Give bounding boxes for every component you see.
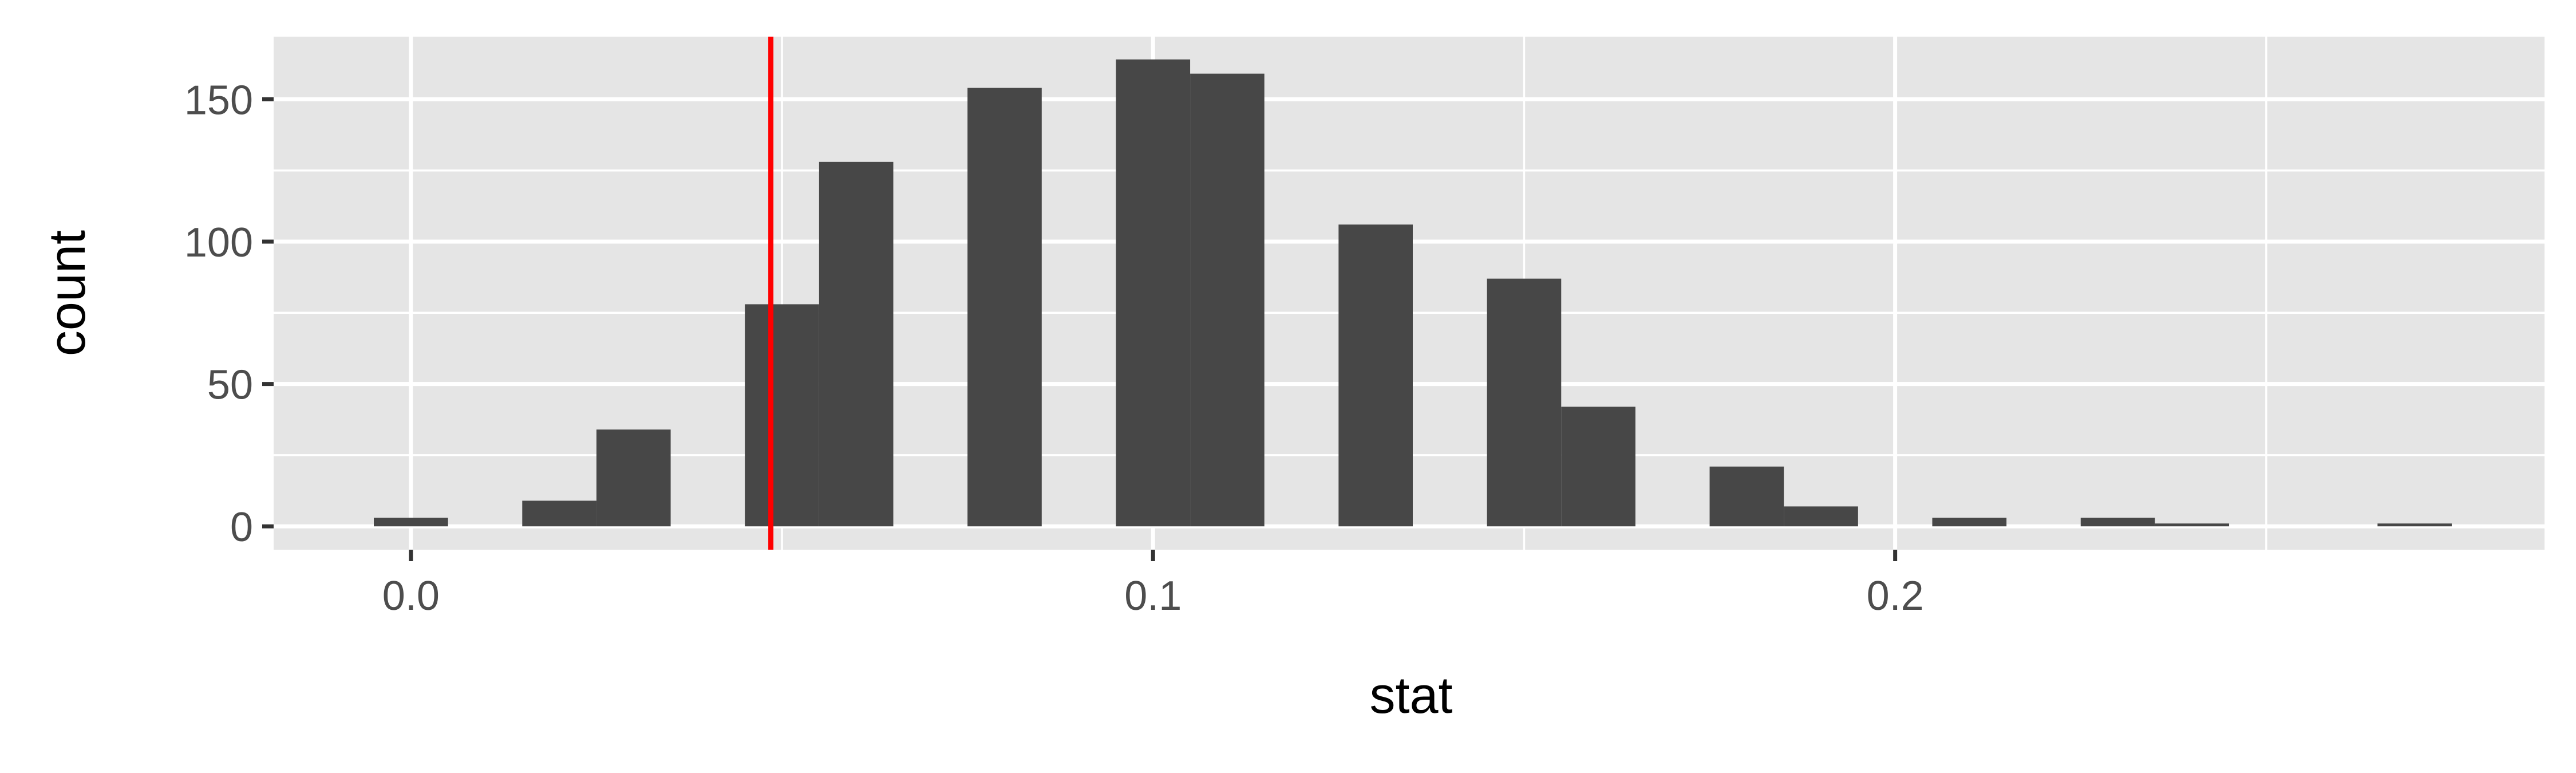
- y-axis-title: count: [39, 230, 96, 356]
- histogram-bar: [1116, 59, 1191, 527]
- histogram-bar: [1487, 278, 1562, 527]
- histogram-bar: [1190, 73, 1265, 527]
- histogram-bar: [522, 500, 596, 527]
- histogram-bar: [1338, 224, 1413, 527]
- histogram-bars: [374, 59, 2452, 527]
- histogram-bar: [2080, 518, 2155, 527]
- histogram-bar: [819, 161, 894, 527]
- histogram-bar: [1709, 466, 1784, 527]
- y-tick-label: 100: [184, 220, 253, 266]
- histogram-bar: [745, 304, 819, 527]
- histogram-bar: [2377, 523, 2452, 527]
- histogram-bar: [374, 518, 448, 527]
- histogram-bar: [1784, 506, 1858, 527]
- x-axis-title: stat: [1369, 667, 1452, 724]
- y-tick-label: 150: [184, 77, 253, 123]
- histogram-bar: [967, 88, 1042, 527]
- histogram-bar: [1932, 518, 2007, 527]
- y-axis: 0 50 100 150: [184, 77, 274, 550]
- histogram-bar: [2155, 523, 2230, 527]
- y-tick-label: 50: [207, 362, 253, 408]
- y-tick-label: 0: [230, 504, 253, 550]
- histogram-bar: [596, 429, 671, 527]
- x-tick-label: 0.2: [1867, 573, 1924, 619]
- x-tick-label: 0.1: [1124, 573, 1182, 619]
- x-axis: 0.0 0.1 0.2: [382, 550, 1924, 619]
- histogram-bar: [1561, 407, 1635, 527]
- x-tick-label: 0.0: [382, 573, 440, 619]
